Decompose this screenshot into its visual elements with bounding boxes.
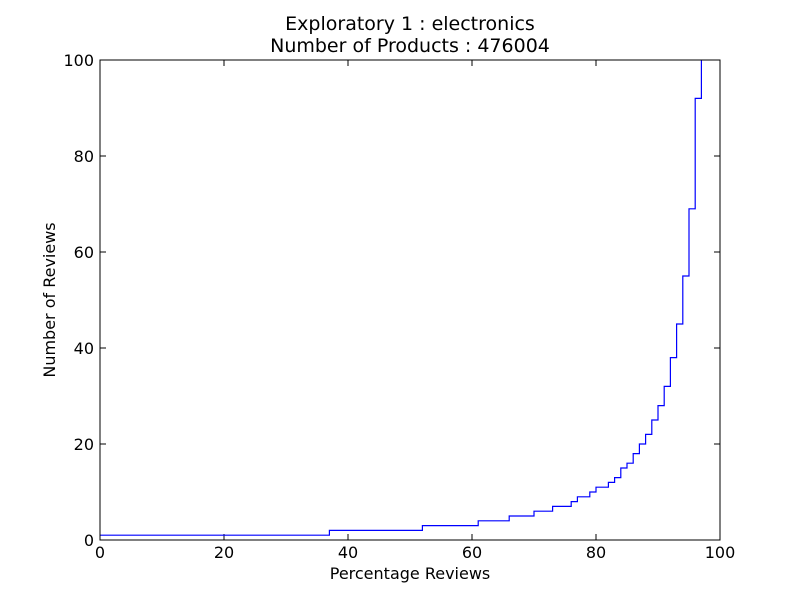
chart-subtitle: Number of Products : 476004 (270, 35, 550, 57)
series-layer (100, 60, 702, 536)
x-tick-label: 80 (586, 543, 606, 562)
x-tick-label: 60 (462, 543, 482, 562)
x-tick-label: 40 (338, 543, 358, 562)
y-tick-label: 100 (63, 51, 94, 70)
x-tick-label: 0 (95, 543, 105, 562)
y-tick-label: 0 (84, 531, 94, 550)
axis-tick-labels: 0 20 40 60 80 100 0 20 40 60 80 100 (63, 51, 735, 562)
y-tick-label: 40 (74, 339, 94, 358)
y-tick-label: 80 (74, 147, 94, 166)
x-axis-label: Percentage Reviews (330, 564, 491, 583)
x-tick-label: 20 (214, 543, 234, 562)
y-tick-label: 60 (74, 243, 94, 262)
y-axis-label: Number of Reviews (40, 222, 59, 377)
y-tick-label: 20 (74, 435, 94, 454)
series-line (100, 60, 702, 536)
plot-frame (99, 59, 721, 541)
chart-title: Exploratory 1 : electronics (285, 13, 535, 35)
x-tick-label: 100 (705, 543, 736, 562)
